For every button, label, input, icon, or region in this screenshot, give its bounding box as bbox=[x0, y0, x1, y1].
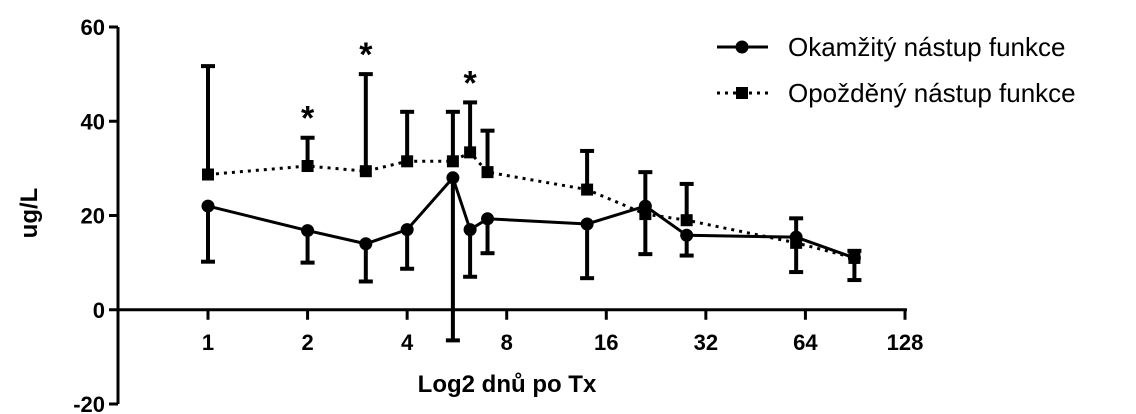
series-layer bbox=[201, 64, 862, 343]
data-point bbox=[848, 251, 861, 264]
legend-marker bbox=[736, 87, 748, 99]
data-point bbox=[580, 217, 594, 231]
data-point bbox=[446, 171, 460, 185]
series-2 bbox=[201, 64, 862, 264]
x-tick-label: 1 bbox=[202, 330, 214, 355]
data-point bbox=[446, 155, 459, 168]
series-1 bbox=[201, 171, 862, 343]
x-tick-label: 2 bbox=[301, 330, 313, 355]
x-tick-label: 8 bbox=[501, 330, 513, 355]
axes: -20 0 20 40 60 1 2 4 8 16 32 64 128 bbox=[73, 15, 923, 414]
significance-star: * bbox=[301, 100, 315, 138]
data-point bbox=[639, 208, 652, 221]
data-point bbox=[680, 214, 693, 227]
data-point bbox=[481, 166, 494, 179]
x-tick-label: 32 bbox=[694, 330, 718, 355]
data-point bbox=[301, 160, 314, 173]
legend-label: Okamžitý nástup funkce bbox=[788, 32, 1065, 62]
data-point bbox=[359, 165, 372, 178]
data-point bbox=[301, 224, 315, 238]
data-point bbox=[400, 223, 414, 237]
x-axis-title: Log2 dnů po Tx bbox=[418, 371, 597, 398]
legend-marker bbox=[735, 40, 749, 54]
data-point bbox=[464, 146, 477, 159]
legend: Okamžitý nástup funkce Opožděný nástup fu… bbox=[717, 32, 1076, 108]
data-point bbox=[581, 183, 594, 196]
data-point bbox=[463, 223, 477, 237]
data-point bbox=[680, 228, 694, 242]
x-tick-label: 4 bbox=[401, 330, 414, 355]
legend-label: Opožděný nástup funkce bbox=[788, 78, 1076, 108]
x-tick-label: 16 bbox=[594, 330, 618, 355]
data-point bbox=[401, 155, 414, 168]
y-axis-title: ug/L bbox=[16, 188, 43, 239]
series-line bbox=[207, 174, 855, 260]
data-point bbox=[359, 237, 373, 251]
data-point bbox=[202, 168, 214, 181]
significance-star: * bbox=[463, 64, 477, 102]
data-point bbox=[201, 199, 215, 213]
y-tick-label: -20 bbox=[73, 392, 105, 414]
data-point bbox=[481, 212, 495, 226]
x-tick-label: 128 bbox=[887, 330, 924, 355]
significance-star: * bbox=[359, 36, 373, 74]
x-tick-label: 64 bbox=[793, 330, 818, 355]
annotation-layer: * * * bbox=[301, 36, 478, 138]
y-tick-label: 0 bbox=[93, 298, 105, 323]
data-point bbox=[790, 236, 803, 249]
y-tick-label: 60 bbox=[81, 15, 105, 40]
y-tick-label: 40 bbox=[81, 109, 105, 134]
y-tick-label: 20 bbox=[81, 204, 105, 229]
